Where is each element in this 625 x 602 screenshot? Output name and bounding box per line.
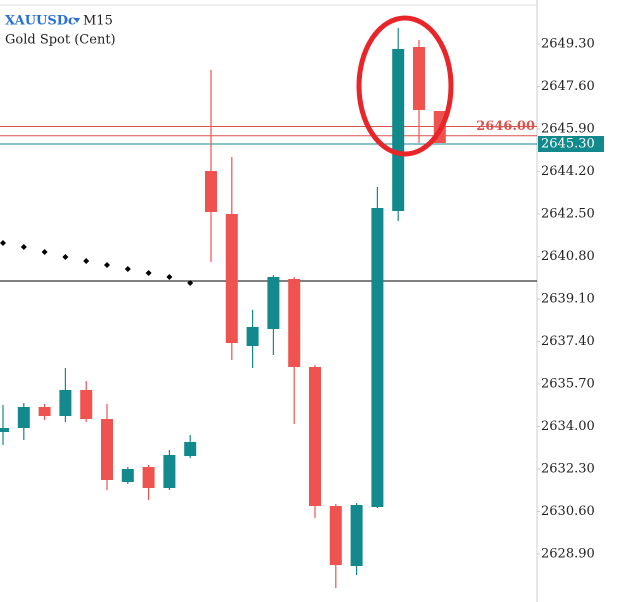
y-tick-label: 2647.60	[541, 79, 595, 94]
y-tick-label: 2639.10	[541, 292, 595, 307]
y-tick-label: 2628.90	[541, 547, 595, 562]
highlight-ellipse	[356, 15, 454, 157]
y-tick-label: 2632.30	[541, 462, 595, 477]
candle-body	[205, 171, 217, 212]
candle-body	[38, 407, 51, 416]
candle-body	[371, 208, 384, 507]
price-label: 2646.00	[476, 119, 535, 134]
candle-body	[17, 407, 30, 428]
y-tick-label: 2645.90	[541, 122, 595, 137]
timeframe: M15	[83, 14, 113, 29]
indicator-dot	[166, 274, 173, 280]
indicator-dot	[145, 270, 152, 276]
dropdown-icon[interactable]	[74, 18, 80, 23]
indicator-dot	[104, 262, 110, 268]
price-label-bg	[538, 136, 604, 152]
y-tick-label: 2634.00	[541, 419, 595, 434]
candle-body	[121, 469, 134, 482]
candle-body	[350, 505, 363, 566]
price-label: 2645.30	[541, 137, 595, 152]
indicator-dot	[187, 280, 194, 286]
candle-body	[59, 390, 72, 416]
candle-body	[392, 49, 405, 211]
candle-body	[225, 214, 238, 343]
y-tick-label: 2637.40	[541, 334, 595, 349]
candle-body	[288, 279, 301, 367]
indicator-dot	[41, 249, 48, 255]
candle-body	[142, 467, 155, 488]
indicator-dot	[124, 266, 131, 272]
y-tick-label: 2640.80	[541, 249, 595, 264]
candle-body	[0, 428, 9, 432]
indicator-dot	[62, 254, 69, 260]
y-tick-label: 2630.60	[541, 504, 595, 519]
candle-body	[246, 327, 259, 346]
candle-body	[309, 367, 321, 506]
indicator-dot	[83, 258, 90, 264]
candle-body	[184, 442, 197, 456]
candle-body	[80, 390, 93, 419]
indicator-dot	[0, 240, 6, 246]
candle-body	[329, 506, 342, 565]
y-tick-label: 2635.70	[541, 377, 595, 392]
candle-body	[267, 277, 280, 329]
y-tick-label: 2642.50	[541, 207, 595, 222]
symbol: XAUUSDc	[5, 14, 76, 29]
y-tick-label: 2649.30	[541, 37, 595, 52]
candle-body	[163, 455, 176, 488]
y-tick-label: 2644.20	[541, 164, 595, 179]
subtitle: Gold Spot (Cent)	[5, 33, 116, 48]
indicator-dot	[20, 244, 27, 250]
candle-body	[101, 419, 113, 480]
plot: 2649.30 2647.60 2645.90 2644.20 2642.50 2640.…	[0, 28, 604, 588]
candle-body	[413, 47, 425, 110]
